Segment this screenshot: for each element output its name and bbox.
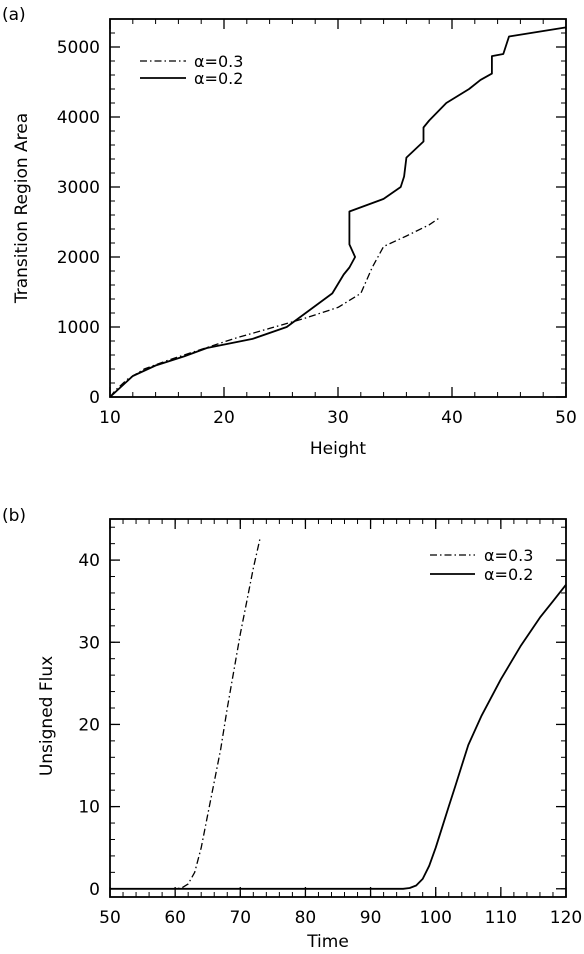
panel-b-x-tick-labels: 50 60 70 80 90 100 110 120 [99,908,582,928]
panel-a-legend-label-alpha-0-3: α=0.3 [194,52,243,71]
panel-b-series [110,539,567,890]
panel-b-y-tick-label: 30 [78,633,100,653]
panel-b-x-tick-label: 120 [550,908,582,928]
panel-a-x-tick-label: 40 [441,408,463,428]
panel-a-x-tick-label: 30 [327,408,349,428]
panel-b-ticks [109,519,567,897]
panel-a-frame [109,18,567,398]
panel-a-x-tick-label: 50 [555,408,577,428]
panel-b-label: (b) [2,506,26,526]
panel-b-x-axis-label: Time [306,932,349,952]
panel-b-y-axis-label: Unsigned Flux [37,656,57,776]
panel-a-legend: α=0.3 α=0.2 [140,52,243,88]
panel-b-legend-label-alpha-0-2: α=0.2 [484,565,533,584]
panel-a-x-tick-label: 20 [213,408,235,428]
panel-a-x-tick-label: 10 [99,408,121,428]
panel-b-series-alpha-0-3-line [110,539,261,890]
panel-a-y-tick-label: 5000 [57,38,100,58]
panel-b-y-tick-label: 0 [89,880,100,900]
panel-b-x-tick-label: 90 [360,908,382,928]
panel-a-x-tick-labels: 10 20 30 40 50 [99,408,577,428]
panel-b-x-tick-label: 60 [164,908,186,928]
panel-a-series [109,26,567,398]
panel-b-x-tick-label: 70 [229,908,251,928]
panel-a-y-tick-labels: 0 1000 2000 3000 4000 5000 [57,38,100,408]
panel-a-legend-label-alpha-0-2: α=0.2 [194,69,243,88]
panel-b-y-tick-label: 10 [78,798,100,818]
panel-a: (a) 10 20 30 40 50 0 1000 2000 3000 4000 5000 Hei… [2,5,577,459]
panel-a-x-axis-label: Height [310,439,367,459]
panel-b-x-tick-label: 110 [485,908,517,928]
panel-a-ticks [109,18,567,398]
panel-b-series-alpha-0-2-line [110,584,567,890]
panel-a-y-tick-label: 1000 [57,318,100,338]
panel-a-y-tick-label: 4000 [57,108,100,128]
panel-b-y-tick-label: 40 [78,551,100,571]
panel-b-legend: α=0.3 α=0.2 [430,546,533,584]
panel-b-legend-label-alpha-0-3: α=0.3 [484,546,533,565]
panel-a-y-tick-label: 3000 [57,178,100,198]
panel-a-series-alpha-0-3-line [109,216,441,398]
panel-a-y-axis-label: Transition Region Area [12,113,32,304]
panel-a-y-tick-label: 2000 [57,248,100,268]
panel-a-label: (a) [2,5,26,25]
panel-b-y-tick-label: 20 [78,715,100,735]
panel-a-y-tick-label: 0 [89,388,100,408]
panel-b-x-tick-label: 100 [419,908,451,928]
panel-b-x-tick-label: 80 [295,908,317,928]
panel-b-x-tick-label: 50 [99,908,121,928]
panel-a-series-alpha-0-2-line [109,26,567,398]
panel-b: (b) 50 60 70 80 90 100 110 120 0 10 20 30 40 Time U… [2,506,582,952]
panel-b-y-tick-labels: 0 10 20 30 40 [78,551,100,900]
